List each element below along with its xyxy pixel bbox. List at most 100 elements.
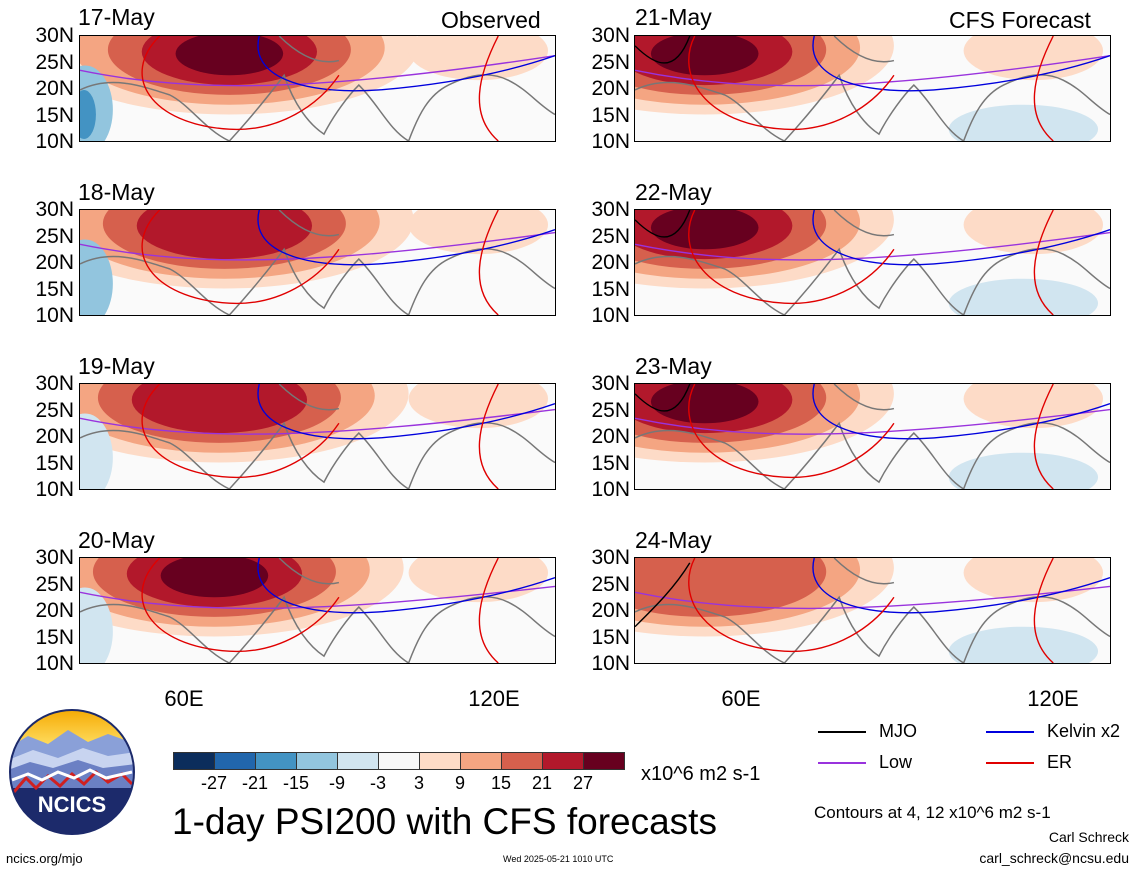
colorbar-swatch	[419, 752, 461, 770]
lat-tick-label: 30N	[35, 198, 74, 221]
contour-low	[80, 231, 555, 261]
lat-tick-label: 25N	[35, 224, 74, 248]
psi-anomaly-positive	[408, 384, 549, 429]
lat-tick-label: 25N	[35, 572, 74, 596]
lat-tick-label: 20N	[35, 251, 74, 274]
contour-er	[478, 384, 499, 489]
map-panel	[634, 35, 1111, 142]
lat-tick-label: 10N	[35, 478, 74, 501]
contour-mjo	[635, 384, 691, 412]
lat-tick-label: 15N	[591, 103, 630, 127]
map-panel	[634, 209, 1111, 316]
psi-anomaly-negative	[80, 413, 113, 489]
lat-tick-label: 30N	[35, 372, 74, 395]
colorbar-tick-label: 3	[413, 773, 425, 793]
contour-kelvin	[812, 384, 1110, 440]
contour-er	[688, 210, 895, 305]
colorbar-tick-label: -15	[282, 773, 310, 793]
lat-tick-label: 15N	[35, 625, 74, 649]
map-svg	[80, 558, 555, 663]
lat-tick-label: 30N	[591, 372, 630, 395]
lon-tick-label: 60E	[164, 686, 204, 711]
contour-er	[1033, 384, 1054, 489]
contour-er	[1033, 210, 1054, 315]
lat-tick-label: 20N	[591, 251, 630, 274]
contour-kelvin	[257, 210, 555, 266]
contour-er	[688, 384, 895, 479]
coastline	[80, 36, 555, 141]
map-svg	[635, 558, 1110, 663]
contour-low	[635, 408, 1110, 435]
timestamp: Wed 2025-05-21 1010 UTC	[503, 854, 614, 864]
lat-tick-label: 15N	[35, 103, 74, 127]
lon-tick-label: 60E	[721, 686, 761, 711]
psi-anomaly-positive	[650, 384, 759, 424]
lat-tick-label: 10N	[591, 478, 630, 501]
psi-anomaly-negative	[80, 239, 113, 315]
map-svg	[635, 36, 1110, 141]
colorbar-tick-label: 9	[454, 773, 466, 793]
contour-er	[141, 36, 340, 131]
lat-tick-label: 20N	[35, 599, 74, 622]
colorbar-swatch	[583, 752, 625, 770]
lat-tick-label: 10N	[35, 304, 74, 327]
colorbar-tick-label: 21	[531, 773, 553, 793]
legend-swatch-er	[986, 762, 1034, 764]
forecast-label: CFS Forecast	[949, 7, 1091, 33]
contour-low	[80, 54, 555, 87]
contour-er	[141, 384, 340, 479]
psi-anomaly-positive	[650, 210, 759, 250]
legend-label-kelvin: Kelvin x2	[1047, 721, 1121, 741]
colorbar-swatch	[337, 752, 379, 770]
lat-tick-label: 20N	[591, 599, 630, 622]
logo-text: NCICS	[38, 792, 106, 817]
lat-tick-label: 25N	[591, 224, 630, 248]
map-svg	[80, 36, 555, 141]
colorbar-swatch	[255, 752, 297, 770]
map-panel	[79, 383, 556, 490]
coastline	[80, 210, 555, 315]
ncics-logo: NCICS	[9, 709, 135, 835]
colorbar-swatch	[214, 752, 256, 770]
contour-kelvin	[812, 558, 1110, 614]
lat-tick-label: 15N	[591, 625, 630, 649]
coastline	[80, 558, 555, 663]
lat-tick-label: 25N	[591, 572, 630, 596]
psi-anomaly-positive	[963, 558, 1104, 603]
contour-kelvin	[257, 36, 555, 92]
contour-low	[635, 231, 1110, 261]
contour-er	[1033, 36, 1054, 141]
lat-tick-label: 15N	[591, 451, 630, 475]
lat-tick-label: 30N	[591, 546, 630, 569]
psi-anomaly-negative	[948, 626, 1099, 663]
contour-er	[688, 558, 895, 653]
lat-tick-label: 20N	[591, 425, 630, 448]
map-panel	[634, 383, 1111, 490]
lat-tick-label: 10N	[591, 652, 630, 675]
map-svg	[635, 384, 1110, 489]
contour-low	[635, 54, 1110, 87]
contour-er	[688, 36, 895, 131]
psi-anomaly-positive	[650, 36, 759, 76]
coastline	[635, 36, 1110, 141]
contour-low	[80, 408, 555, 435]
lat-tick-label: 20N	[35, 77, 74, 100]
contour-kelvin	[812, 36, 1110, 92]
contour-kelvin	[812, 210, 1110, 266]
date-label: 24-May	[635, 527, 712, 553]
psi-anomaly-positive	[963, 36, 1104, 81]
psi-anomaly-positive	[136, 210, 312, 260]
colorbar-swatch	[542, 752, 584, 770]
lat-tick-label: 30N	[35, 24, 74, 47]
author: Carl Schreck	[1048, 829, 1129, 845]
map-panel	[634, 557, 1111, 664]
contours-note: Contours at 4, 12 x10^6 m2 s-1	[814, 803, 1051, 822]
lat-tick-label: 25N	[35, 398, 74, 422]
lat-tick-label: 10N	[35, 130, 74, 153]
psi-anomaly-positive	[408, 558, 549, 603]
contour-er	[141, 210, 340, 305]
coastline	[635, 210, 1110, 315]
lon-tick-label: 120E	[468, 686, 520, 711]
legend-label-mjo: MJO	[879, 721, 917, 741]
lat-tick-label: 10N	[591, 304, 630, 327]
